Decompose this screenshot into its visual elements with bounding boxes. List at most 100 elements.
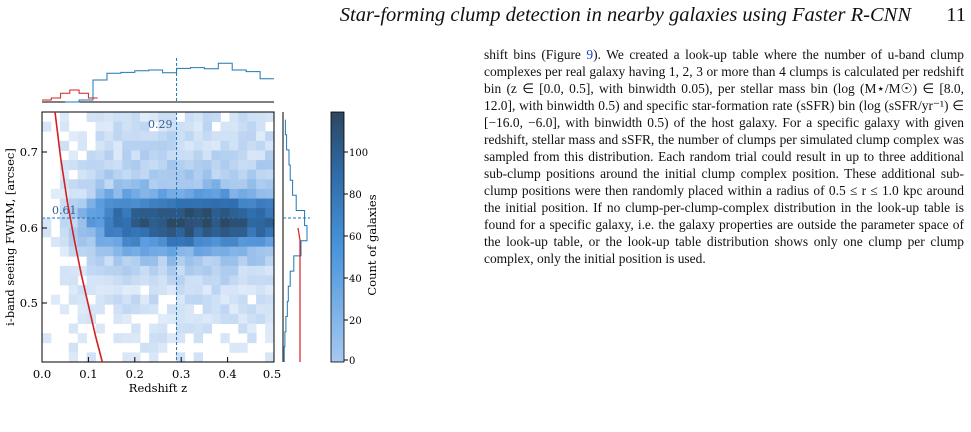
heatmap-cell	[256, 188, 266, 199]
heatmap-cell	[122, 150, 132, 161]
heatmap-cell	[265, 188, 275, 199]
heatmap-cell	[166, 131, 177, 142]
heatmap-cell	[175, 256, 186, 267]
heatmap-cell	[175, 323, 186, 334]
heatmap-cell	[220, 140, 230, 151]
heatmap-cell	[202, 208, 212, 219]
heatmap-cell	[59, 265, 70, 276]
x-tick-label: 0.5	[263, 367, 281, 381]
heatmap-cell	[95, 208, 105, 219]
heatmap-cell	[86, 275, 96, 286]
heatmap-cell	[265, 323, 275, 334]
heatmap-cell	[166, 285, 177, 296]
heatmap-cell	[229, 285, 239, 296]
heatmap-cell	[59, 160, 70, 171]
heatmap-cell	[131, 121, 141, 132]
heatmap-cell	[229, 140, 239, 151]
heatmap-cell	[211, 140, 221, 151]
heatmap-cell	[265, 208, 275, 219]
heatmap-cell	[122, 121, 132, 132]
heatmap-cell	[122, 169, 132, 180]
heatmap-cell	[247, 208, 257, 219]
heatmap-cell	[238, 217, 248, 228]
heatmap-cell	[211, 285, 221, 296]
heatmap-cell	[193, 112, 204, 123]
heatmap-cell	[256, 140, 266, 151]
heatmap-cell	[247, 198, 257, 209]
heatmap-cell	[229, 246, 239, 257]
heatmap-cell	[68, 160, 79, 171]
top-histogram-series	[65, 62, 274, 103]
heatmap-cell	[238, 275, 248, 286]
heatmap-cell	[175, 169, 186, 180]
selection-curve	[54, 111, 104, 363]
heatmap-cell	[184, 294, 195, 305]
colorbar-tick-label: 0	[349, 356, 355, 367]
heatmap-cell	[175, 304, 186, 315]
heatmap-cell	[175, 179, 186, 190]
heatmap-cell	[193, 313, 204, 324]
heatmap-cell	[166, 198, 177, 209]
heatmap-cell	[158, 169, 168, 180]
heatmap-cell	[149, 285, 159, 296]
heatmap-cell	[149, 140, 159, 151]
heatmap-cell	[158, 112, 168, 123]
heatmap-cell	[140, 112, 150, 123]
heatmap-cell	[140, 246, 150, 257]
heatmap-cell	[104, 121, 114, 132]
heatmap-cell	[59, 198, 70, 209]
heatmap-cell	[77, 217, 88, 228]
y-tick-label: 0.5	[20, 296, 38, 310]
heatmap-cell	[247, 217, 257, 228]
heatmap-cell	[77, 140, 88, 151]
heatmap-cell	[238, 160, 248, 171]
heatmap-cell	[211, 169, 221, 180]
heatmap-cell	[184, 265, 195, 276]
heatmap-cell	[265, 352, 275, 363]
heatmap-cell	[104, 140, 114, 151]
heatmap-cell	[202, 160, 212, 171]
heatmap-cell	[149, 352, 159, 363]
heatmap-cell	[166, 265, 177, 276]
heatmap-cell	[140, 150, 150, 161]
heatmap-cell	[238, 294, 248, 305]
heatmap-cell	[131, 188, 141, 199]
heatmap-cell	[247, 246, 257, 257]
heatmap-cell	[193, 227, 204, 238]
heatmap-cell	[256, 227, 266, 238]
heatmap-cell	[220, 294, 230, 305]
heatmap-cell	[202, 179, 212, 190]
heatmap-cell	[229, 160, 239, 171]
heatmap-cell	[77, 188, 88, 199]
heatmap-cell	[175, 160, 186, 171]
heatmap-cell	[265, 313, 275, 324]
heatmap-cell	[211, 227, 221, 238]
heatmap-cell	[238, 140, 248, 151]
heatmap-cell	[175, 237, 186, 248]
heatmap-cell	[158, 323, 168, 334]
heatmap-cell	[122, 246, 132, 257]
colorbar-tick-label: 20	[349, 316, 362, 327]
heatmap-cell	[68, 285, 79, 296]
heatmap-cell	[113, 112, 123, 123]
heatmap-cell	[77, 227, 88, 238]
heatmap-cell	[265, 169, 275, 180]
heatmap-cell	[158, 131, 168, 142]
heatmap-cell	[140, 275, 150, 286]
heatmap-cell	[95, 323, 105, 334]
heatmap-cell	[175, 294, 186, 305]
heatmap-cell	[256, 275, 266, 286]
top-marginal-histogram	[42, 58, 274, 103]
heatmap-cell	[77, 198, 88, 209]
heatmap-cell	[184, 246, 195, 257]
heatmap-cell	[265, 285, 275, 296]
heatmap-cell	[166, 188, 177, 199]
heatmap-cell	[86, 169, 96, 180]
heatmap-cell	[256, 304, 266, 315]
heatmap-cell	[229, 150, 239, 161]
colorbar-tick-label: 40	[349, 274, 362, 285]
body-text-part-1: shift bins (Figure	[484, 47, 587, 62]
heatmap-cell	[229, 188, 239, 199]
heatmap-cell	[202, 121, 212, 132]
figure-reference-link[interactable]: 9	[586, 47, 594, 62]
